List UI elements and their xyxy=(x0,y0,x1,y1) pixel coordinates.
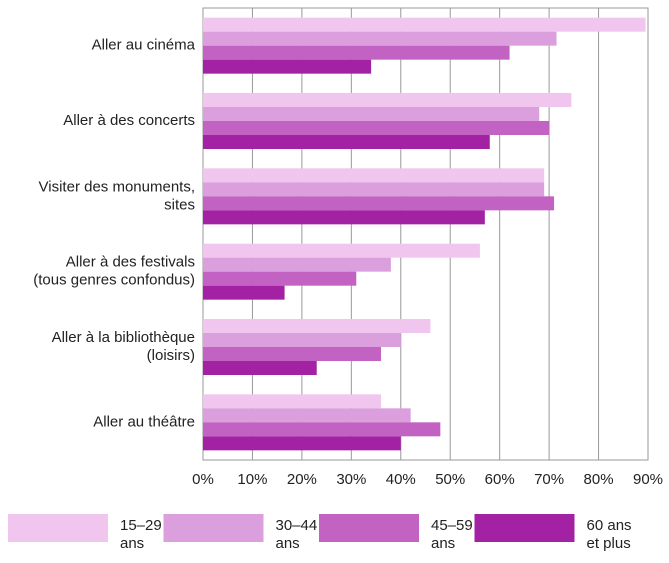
x-tick-label: 40% xyxy=(386,471,416,488)
y-tick-label: Visiter des monuments, sites xyxy=(39,178,195,213)
bar xyxy=(203,271,357,286)
x-tick-label: 30% xyxy=(336,471,366,488)
bar xyxy=(203,196,555,211)
bar xyxy=(203,285,285,300)
bar xyxy=(203,422,441,437)
x-tick-label: 70% xyxy=(534,471,564,488)
legend-swatch xyxy=(163,514,264,542)
legend-label: 60 ans et plus xyxy=(587,517,632,552)
y-tick-label: Aller au théâtre xyxy=(93,413,195,430)
bar xyxy=(203,31,557,46)
bar xyxy=(203,182,545,197)
x-tick-label: 60% xyxy=(485,471,515,488)
legend-swatch xyxy=(474,514,575,542)
x-tick-label: 0% xyxy=(192,471,214,488)
bar xyxy=(203,59,372,74)
x-tick-label: 80% xyxy=(584,471,614,488)
bar xyxy=(203,333,401,347)
bar xyxy=(203,257,391,272)
bar xyxy=(203,347,381,361)
bar xyxy=(203,93,572,107)
x-tick-label: 10% xyxy=(237,471,267,488)
bar xyxy=(203,394,381,409)
legend-swatch xyxy=(319,514,419,542)
bar xyxy=(203,107,540,121)
plot-border xyxy=(202,7,649,461)
y-tick-label: Aller à des festivals (tous genres confon… xyxy=(33,254,195,289)
bar xyxy=(203,168,545,183)
x-tick-label: 90% xyxy=(633,471,663,488)
y-tick-label: Aller à la bibliothèque (loisirs) xyxy=(52,329,195,364)
bar xyxy=(203,436,401,451)
legend-label: 30–44 ans xyxy=(276,517,318,552)
bar xyxy=(203,121,550,135)
bar xyxy=(203,361,317,375)
x-tick-label: 20% xyxy=(287,471,317,488)
y-tick-label: Aller au cinéma xyxy=(92,37,196,54)
bar xyxy=(203,408,411,423)
bar xyxy=(203,45,510,60)
bar xyxy=(203,210,485,225)
bar xyxy=(203,243,480,258)
bar xyxy=(203,135,490,149)
legend-label: 45–59 ans xyxy=(431,517,473,552)
legend-swatch xyxy=(8,514,108,542)
x-tick-label: 50% xyxy=(435,471,465,488)
bar xyxy=(203,17,646,32)
bar xyxy=(203,319,431,333)
legend-label: 15–29 ans xyxy=(120,517,162,552)
y-tick-label: Aller à des concerts xyxy=(63,112,195,129)
